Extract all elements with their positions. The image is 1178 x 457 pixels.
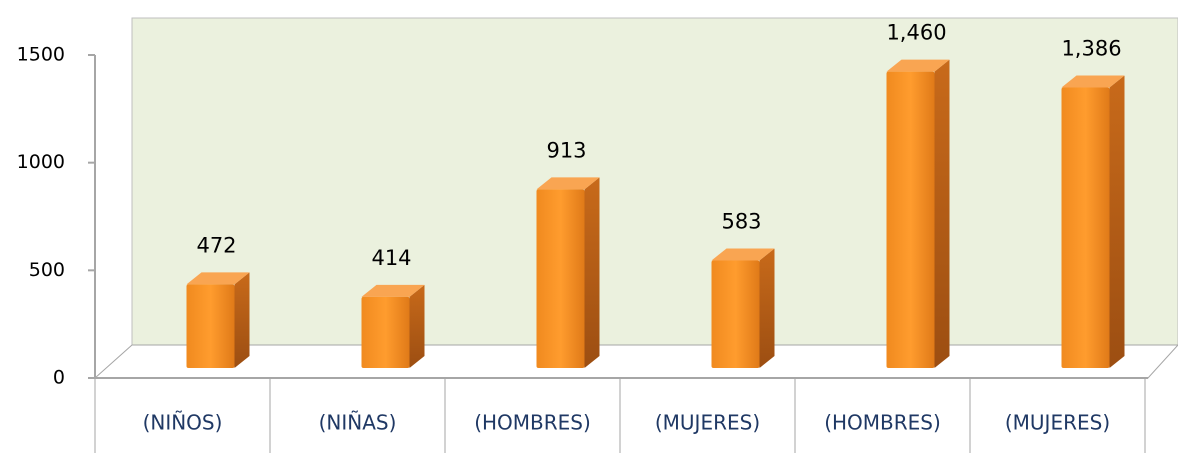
bar-top: [1061, 75, 1125, 88]
bar: [361, 296, 410, 368]
bar-top: [711, 248, 775, 261]
bar-side: [584, 177, 600, 368]
bar-side: [759, 248, 775, 368]
bar-top: [186, 272, 250, 285]
value-label: 1,386: [1061, 37, 1121, 61]
x-tick-label: (HOMBRES): [824, 411, 941, 435]
y-tick-label: 1000: [17, 151, 65, 173]
x-tick-label: (MUJERES): [1005, 411, 1110, 435]
back-wall: [131, 17, 1178, 346]
x-tick-label: (NIÑAS): [319, 411, 397, 435]
value-label: 472: [196, 233, 236, 257]
bar: [886, 71, 935, 368]
y-tick-label: 0: [53, 367, 65, 389]
bar-side: [234, 272, 250, 368]
value-label: 414: [371, 246, 411, 270]
bar-side: [934, 59, 950, 368]
x-tick-label: (NIÑOS): [143, 411, 223, 435]
bar: [186, 284, 235, 368]
x-tick-label: (HOMBRES): [474, 411, 591, 435]
bar: [1061, 87, 1110, 368]
bar-side: [1109, 75, 1125, 368]
value-label: 913: [546, 138, 586, 162]
bar-side: [409, 284, 425, 368]
bar: [711, 260, 760, 368]
bar-top: [536, 177, 600, 190]
value-label: 1,460: [886, 21, 946, 45]
bar: [536, 189, 585, 368]
y-tick-label: 500: [29, 259, 65, 281]
bar-top: [886, 59, 950, 72]
value-label: 583: [721, 209, 761, 233]
x-tick-label: (MUJERES): [655, 411, 760, 435]
y-tick-label: 1500: [17, 44, 65, 66]
bar-top: [361, 284, 425, 297]
floor: [93, 344, 1178, 379]
